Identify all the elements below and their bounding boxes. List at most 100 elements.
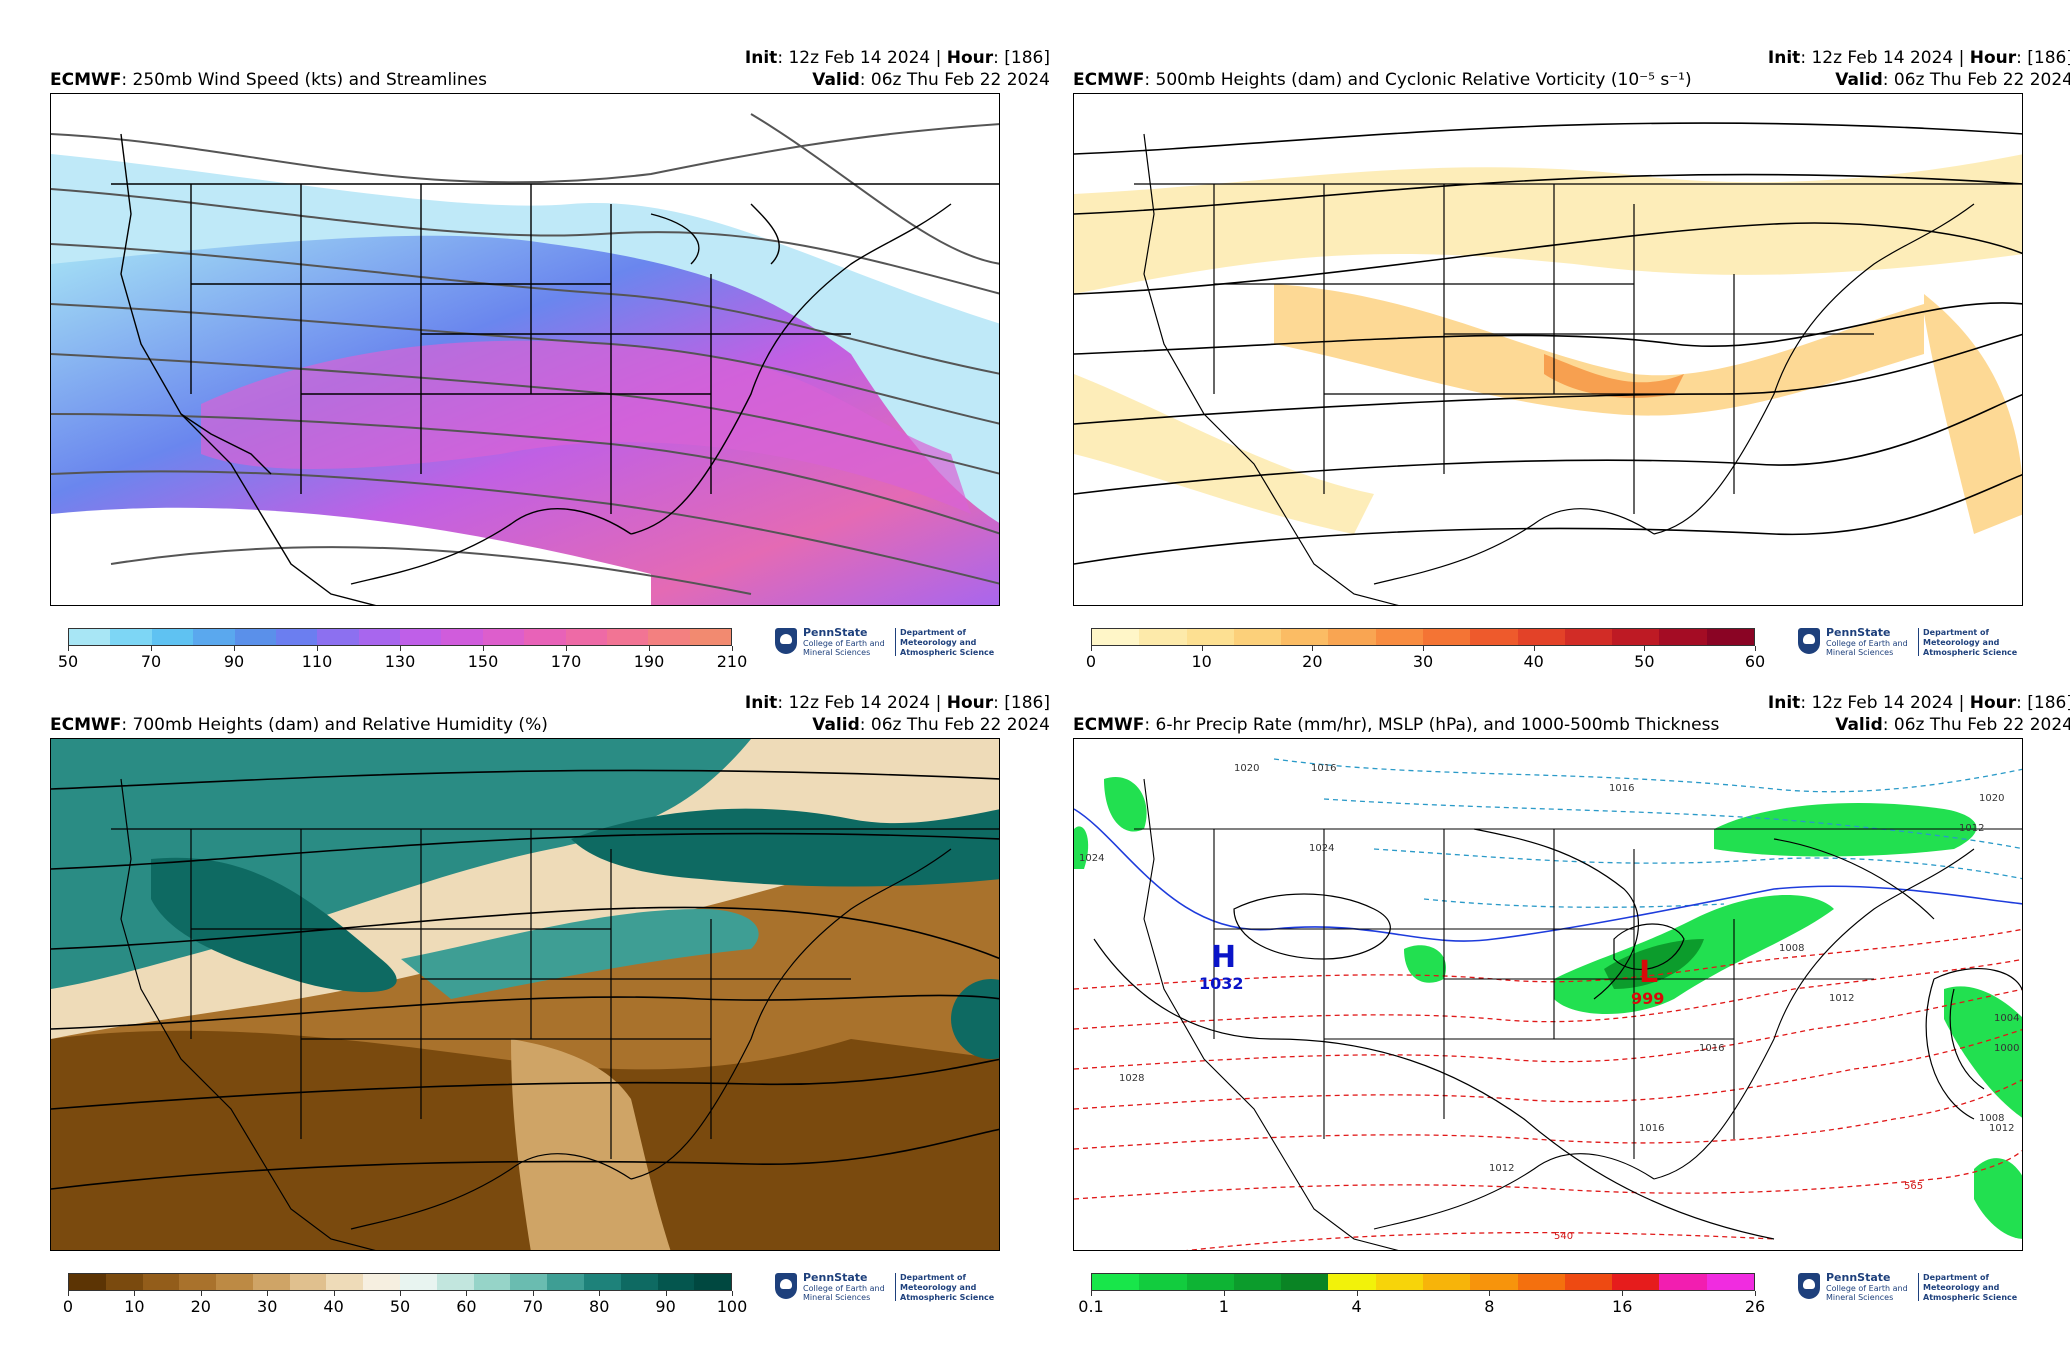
map-title: ECMWF: 500mb Heights (dam) and Cyclonic … (1073, 70, 1692, 90)
logo-name: PennState (1826, 626, 1891, 639)
colorbar-swatch (326, 1274, 364, 1290)
colorbar-tick-label: 100 (716, 1297, 748, 1316)
colorbar-swatch (1422, 629, 1471, 645)
colorbar-swatch (110, 629, 152, 645)
isobar-label: 1016 (1311, 763, 1336, 774)
colorbar-swatch (1612, 1274, 1660, 1290)
shield-icon (775, 628, 797, 654)
colorbar-swatch (1422, 1274, 1471, 1290)
colorbar-tick-label: 8 (1484, 1297, 1495, 1316)
colorbar-swatch (1186, 1274, 1234, 1290)
colorbar-tick-label: 190 (633, 652, 665, 671)
init-line: Init: 12z Feb 14 2024 | Hour: [186] (744, 693, 1050, 713)
map-title: ECMWF: 6-hr Precip Rate (mm/hr), MSLP (h… (1073, 715, 1720, 735)
pennstate-logo: PennState College of Earth and Mineral S… (775, 626, 1000, 662)
map-title: ECMWF: 250mb Wind Speed (kts) and Stream… (50, 70, 487, 90)
shield-icon (775, 1273, 797, 1299)
isobar-label: 1008 (1979, 1113, 2004, 1124)
colorbar-swatch (689, 629, 731, 645)
colorbar-tick-label: 210 (716, 652, 748, 671)
colorbar-ticks: 0.1 1 4 8 16 26 (1078, 1291, 1765, 1317)
isobar-label: 1016 (1639, 1123, 1664, 1134)
isobar-label: 1012 (1489, 1163, 1514, 1174)
colorbar-swatch (620, 1274, 658, 1290)
colorbar-swatch (1375, 1274, 1423, 1290)
low-pressure-value: 999 (1631, 989, 1664, 1008)
colorbar-tick-label: 130 (384, 652, 416, 671)
isobar-label: 1004 (1994, 1013, 2019, 1024)
init-line: Init: 12z Feb 14 2024 | Hour: [186] (1767, 48, 2070, 68)
init-line: Init: 12z Feb 14 2024 | Hour: [186] (744, 48, 1050, 68)
isobar-label: 1012 (1829, 993, 1854, 1004)
colorbar-swatch (151, 629, 194, 645)
colorbar-tick-label: 40 (323, 1297, 344, 1316)
colorbar-swatch (179, 1274, 217, 1290)
colorbar-tick-label: 26 (1744, 1297, 1766, 1316)
colorbar-swatch (105, 1274, 143, 1290)
shield-icon (1798, 628, 1820, 654)
valid-line: Valid: 06z Thu Feb 22 2024 (1835, 70, 2070, 90)
colorbar-tick-label: 90 (223, 652, 245, 671)
colorbar-ticks: 50 70 90 110 130 150 170 190 210 (58, 646, 747, 672)
colorbar-tick-label: 0 (62, 1297, 74, 1316)
isobar-label: 1016 (1609, 783, 1634, 794)
colorbar-swatch (1139, 629, 1187, 645)
colorbar-swatch (657, 1274, 695, 1290)
logo-name: PennState (803, 1271, 868, 1284)
colorbar (1091, 1273, 1755, 1291)
colorbar-tick-label: 70 (140, 652, 162, 671)
isobar-label: 1024 (1079, 853, 1104, 864)
colorbar-tick-label: 30 (257, 1297, 278, 1316)
colorbar-tick-label: 50 (1634, 652, 1655, 671)
colorbar-swatch (1612, 629, 1660, 645)
isobar-label: 1020 (1234, 763, 1259, 774)
colorbar-tick-label: 30 (1412, 652, 1434, 671)
colorbar-swatch (441, 629, 483, 645)
colorbar-swatch (1517, 1274, 1565, 1290)
colorbar-swatch (400, 629, 442, 645)
panel-700mb: Init: 12z Feb 14 2024 | Hour: [186] ECMW… (50, 693, 1050, 1333)
colorbar-swatch (193, 629, 235, 645)
high-pressure-letter: H (1211, 940, 1236, 975)
colorbar-tick-label: 16 (1612, 1297, 1633, 1316)
colorbar-swatch (69, 629, 111, 645)
colorbar-swatch (1233, 1274, 1282, 1290)
colorbar-swatch (216, 1274, 253, 1290)
colorbar-swatch (252, 1274, 290, 1290)
colorbar-swatch (1186, 629, 1234, 645)
colorbar-swatch (1470, 1274, 1518, 1290)
colorbar-tick-label: 20 (1302, 652, 1323, 671)
colorbar-swatch (1564, 1274, 1613, 1290)
valid-line: Valid: 06z Thu Feb 22 2024 (812, 715, 1050, 735)
colorbar-swatch (1470, 629, 1518, 645)
colorbar-swatch (363, 1274, 401, 1290)
colorbar-ticks: 0 10 20 30 40 50 60 70 80 90 100 (63, 1291, 747, 1317)
isobar-label: 1000 (1994, 1043, 2019, 1054)
panel-250mb: Init: 12z Feb 14 2024 | Hour: [186] ECMW… (50, 48, 1050, 688)
colorbar-swatch (510, 1274, 548, 1290)
colorbar (68, 628, 732, 646)
logo-dept: Department of Meteorology and Atmospheri… (1923, 628, 2018, 657)
colorbar (68, 1273, 732, 1291)
isobar-label: 1020 (1979, 793, 2004, 804)
logo-sub: College of Earth and Mineral Sciences (1826, 1284, 1908, 1302)
panel-500mb: Init: 12z Feb 14 2024 | Hour: [186] ECMW… (1073, 48, 2070, 688)
map-700mb-rh (50, 738, 1000, 1251)
colorbar-swatch (482, 629, 525, 645)
colorbar-swatch (473, 1274, 511, 1290)
colorbar-swatch (1706, 629, 1754, 645)
colorbar-swatch (606, 629, 649, 645)
colorbar-swatch (1706, 1274, 1754, 1290)
colorbar-swatch (565, 629, 607, 645)
panel-precip: Init: 12z Feb 14 2024 | Hour: [186] ECMW… (1073, 693, 2070, 1333)
map-precip-mslp: H 1032 L 999 1020 1016 1024 1016 1020 1012 100… (1073, 738, 2023, 1251)
shield-icon (1798, 1273, 1820, 1299)
colorbar-swatch (524, 629, 566, 645)
colorbar-swatch (1328, 1274, 1376, 1290)
colorbar-swatch (1564, 629, 1613, 645)
valid-line: Valid: 06z Thu Feb 22 2024 (1835, 715, 2070, 735)
colorbar-swatch (547, 1274, 584, 1290)
colorbar-tick-label: 50 (57, 652, 79, 671)
colorbar-swatch (275, 629, 318, 645)
colorbar-ticks: 0 10 20 30 40 50 60 (1086, 646, 1765, 672)
